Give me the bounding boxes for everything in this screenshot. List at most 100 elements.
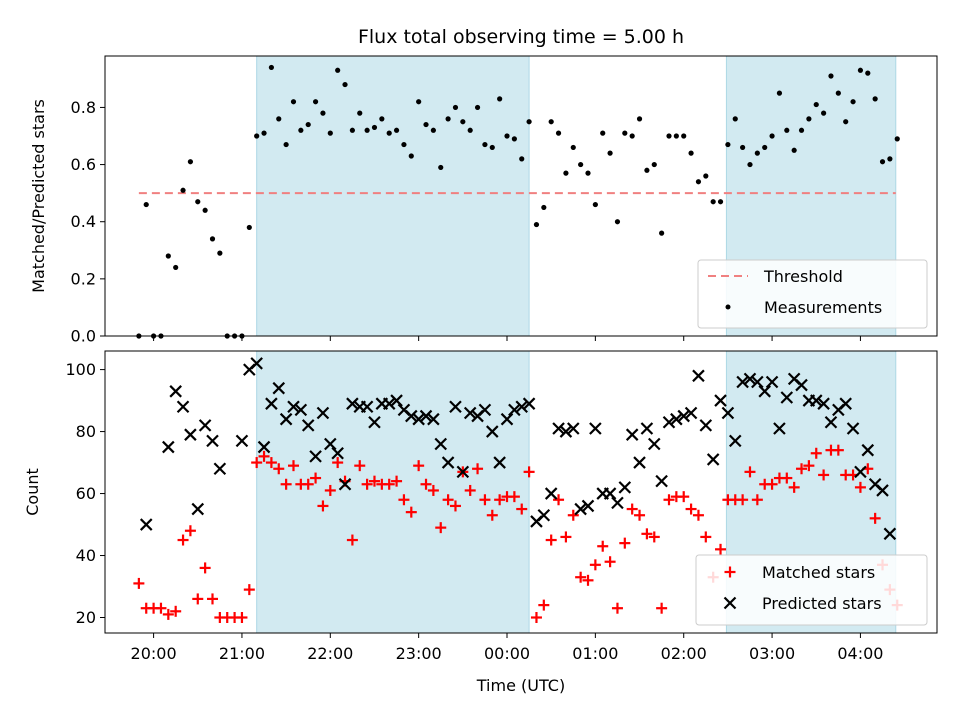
measurement-point	[710, 199, 716, 205]
cross-stroke	[250, 357, 263, 370]
top-y-axis-label: Matched/Predicted stars	[29, 99, 48, 293]
measurement-point	[452, 104, 459, 111]
predicted-star-point	[633, 456, 646, 469]
matched-star-point	[678, 491, 690, 503]
matched-star-point	[287, 460, 299, 472]
measurement-point	[821, 110, 827, 116]
measurement-point	[371, 124, 378, 131]
x-tick-label: 03:00	[749, 644, 795, 663]
measurement-point	[283, 141, 289, 148]
predicted-star-point	[677, 409, 690, 423]
measurement-point	[570, 144, 576, 151]
measurement-point	[246, 224, 252, 231]
measurement-point	[644, 167, 650, 173]
matched-star-point	[199, 562, 211, 574]
predicted-star-point	[213, 462, 227, 476]
cross-stroke	[640, 422, 654, 435]
y-tick-label: 20	[76, 608, 96, 627]
matched-star-point	[383, 478, 395, 490]
cross-stroke	[670, 412, 683, 426]
matched-star-point	[810, 447, 822, 459]
measurement-point	[497, 96, 503, 102]
measurement-point	[460, 119, 466, 125]
cross-stroke	[765, 375, 779, 389]
cross-stroke	[677, 409, 690, 423]
shaded-interval-1	[256, 55, 530, 337]
matched-star-point	[251, 457, 263, 469]
predicted-star-point	[191, 502, 205, 516]
legend-measurements-swatch	[725, 304, 731, 310]
x-tick-label: 01:00	[572, 644, 618, 663]
cross-stroke	[758, 385, 771, 398]
cross-stroke	[382, 397, 396, 410]
cross-stroke	[566, 422, 580, 435]
predicted-star-point	[721, 406, 735, 420]
predicted-star-point	[257, 440, 271, 454]
measurement-point	[217, 250, 223, 256]
matched-star-point	[530, 612, 542, 624]
predicted-star-point	[360, 400, 374, 414]
measurement-point	[600, 130, 606, 136]
cross-stroke	[559, 425, 573, 438]
predicted-star-point	[500, 412, 514, 426]
predicted-star-point	[692, 369, 705, 383]
measurement-point	[563, 170, 569, 176]
measurement-point	[717, 199, 724, 205]
measurement-point	[386, 130, 392, 136]
measurement-point	[828, 73, 834, 79]
measurement-point	[254, 133, 260, 139]
measurement-point	[379, 116, 385, 122]
predicted-star-point	[552, 422, 565, 435]
matched-star-point	[346, 534, 358, 546]
matched-star-point	[516, 503, 528, 515]
cross-stroke	[751, 375, 764, 389]
measurement-point	[894, 136, 900, 142]
predicted-star-point	[751, 375, 764, 389]
matched-star-point	[155, 602, 167, 614]
cross-stroke	[876, 484, 889, 497]
matched-star-point	[162, 608, 174, 620]
predicted-star-point	[434, 437, 448, 451]
predicted-star-point	[670, 412, 683, 426]
predicted-star-point	[368, 415, 381, 429]
predicted-star-point	[699, 419, 713, 432]
matched-star-point	[435, 522, 447, 534]
cross-stroke	[419, 409, 433, 423]
cross-stroke	[265, 397, 278, 410]
measurement-point	[592, 201, 598, 208]
predicted-star-point	[647, 437, 661, 451]
matched-star-point	[479, 494, 491, 506]
cross-stroke	[294, 403, 308, 417]
matched-star-point	[803, 460, 815, 472]
matched-star-point	[317, 500, 329, 512]
matched-star-point	[243, 584, 255, 596]
measurement-point	[666, 133, 672, 139]
x-tick-label: 21:00	[219, 644, 265, 663]
matched-star-point	[302, 478, 314, 490]
measurement-point	[541, 204, 547, 211]
measurement-point	[806, 116, 812, 122]
measurement-point	[312, 99, 319, 105]
cross-stroke	[883, 527, 897, 541]
cross-stroke	[162, 440, 175, 454]
legend-matched-swatch	[724, 566, 736, 578]
cross-stroke	[206, 434, 219, 448]
y-tick-label: 0.2	[71, 269, 96, 288]
predicted-stars-points	[139, 357, 897, 541]
y-tick-label: 60	[76, 484, 96, 503]
measurement-point	[784, 127, 790, 133]
cross-stroke	[699, 419, 713, 432]
predicted-star-point	[331, 446, 344, 460]
cross-stroke	[743, 372, 757, 386]
cross-stroke	[508, 403, 521, 417]
x-tick-label: 04:00	[837, 644, 883, 663]
measurement-point	[143, 201, 149, 208]
matched-star-point	[634, 509, 646, 521]
cross-stroke	[272, 381, 286, 395]
predicted-star-point	[493, 456, 506, 469]
legend-predicted-marker	[723, 596, 737, 610]
measurement-point	[526, 119, 532, 125]
matched-star-point	[545, 534, 557, 546]
predicted-star-point	[338, 477, 352, 491]
